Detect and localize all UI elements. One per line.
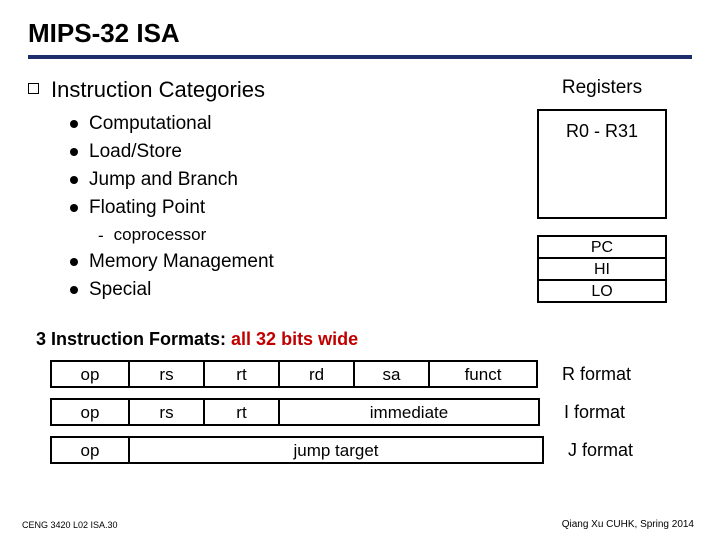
format-cell: op [50, 398, 130, 426]
list-item-label: Computational [89, 113, 212, 135]
format-row-i: op rs rt immediate I format [50, 398, 692, 426]
right-column: Registers R0 - R31 PC HI LO [512, 77, 692, 307]
list-item-label: Floating Point [89, 197, 205, 219]
dot-bullet-icon [70, 204, 78, 212]
format-cell: rt [203, 398, 280, 426]
footer-left: CENG 3420 L02 ISA.30 [22, 520, 118, 530]
format-name: I format [564, 402, 625, 423]
format-cell: op [50, 436, 130, 464]
format-cell: sa [353, 360, 430, 388]
registers-main-box: R0 - R31 [537, 109, 667, 219]
format-table: op rs rt rd sa funct R format op rs rt i… [50, 360, 692, 464]
format-cell: rt [203, 360, 280, 388]
register-box-hi: HI [537, 257, 667, 281]
square-bullet-icon [28, 83, 39, 94]
register-box-lo: LO [537, 279, 667, 303]
format-cell: rs [128, 360, 205, 388]
register-box-pc: PC [537, 235, 667, 259]
content-area: Instruction Categories Computational Loa… [28, 77, 692, 307]
format-row-r: op rs rt rd sa funct R format [50, 360, 692, 388]
registers-small-boxes: PC HI LO [537, 235, 667, 303]
list-item: Floating Point [70, 197, 482, 219]
dot-bullet-icon [70, 120, 78, 128]
format-cell: op [50, 360, 130, 388]
format-name: J format [568, 440, 633, 461]
list-item: Load/Store [70, 141, 482, 163]
format-cell: rd [278, 360, 355, 388]
sub-list-item: - coprocessor [98, 225, 482, 245]
dot-bullet-icon [70, 148, 78, 156]
format-cell: rs [128, 398, 205, 426]
formats-label-prefix: 3 Instruction Formats: [36, 329, 231, 349]
format-name: R format [562, 364, 631, 385]
footer-right: Qiang Xu CUHK, Spring 2014 [562, 519, 694, 530]
list-item: Memory Management [70, 251, 482, 273]
dot-bullet-icon [70, 258, 78, 266]
formats-label: 3 Instruction Formats: all 32 bits wide [36, 329, 692, 350]
registers-title: Registers [562, 77, 642, 98]
format-cell: jump target [128, 436, 544, 464]
dot-bullet-icon [70, 176, 78, 184]
list-item: Computational [70, 113, 482, 135]
left-column: Instruction Categories Computational Loa… [28, 77, 482, 307]
format-cell: immediate [278, 398, 540, 426]
section-heading: Instruction Categories [51, 77, 265, 103]
list-item: Special [70, 279, 482, 301]
list-item: Jump and Branch [70, 169, 482, 191]
format-row-j: op jump target J format [50, 436, 692, 464]
list-item-label: Jump and Branch [89, 169, 238, 191]
formats-label-highlight: all 32 bits wide [231, 329, 358, 349]
list-item-label: Load/Store [89, 141, 182, 163]
dash-bullet-icon: - [98, 227, 104, 244]
slide-title: MIPS-32 ISA [28, 18, 692, 59]
dot-bullet-icon [70, 286, 78, 294]
list-item-label: Special [89, 279, 151, 301]
category-list: Computational Load/Store Jump and Branch… [70, 113, 482, 301]
format-cell: funct [428, 360, 538, 388]
list-item-label: Memory Management [89, 251, 274, 273]
heading-row: Instruction Categories [28, 77, 482, 103]
sub-item-label: coprocessor [114, 225, 207, 245]
